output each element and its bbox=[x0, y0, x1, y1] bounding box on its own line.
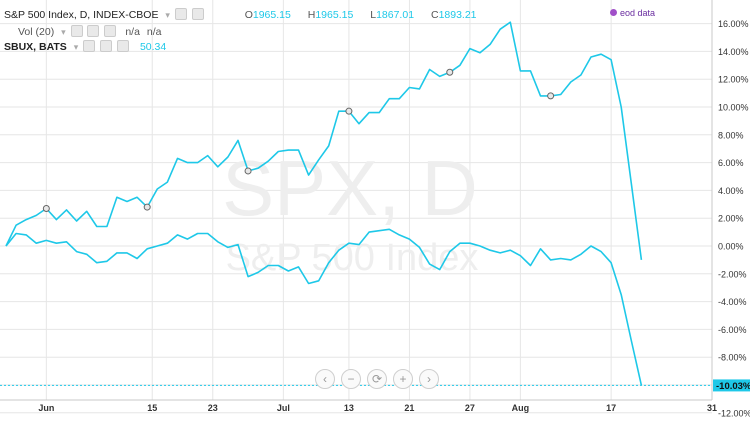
y-tick-label: 8.00% bbox=[718, 130, 744, 140]
watermark: SPX, D S&P 500 Index bbox=[222, 144, 478, 279]
y-tick-label: -12.00% bbox=[718, 408, 750, 418]
chevron-down-icon[interactable]: ▾ bbox=[73, 42, 79, 52]
last-value-tag: -10.03% bbox=[713, 379, 750, 392]
y-tick-label: 10.00% bbox=[718, 103, 749, 113]
hide-icon[interactable] bbox=[87, 25, 100, 37]
y-tick-label: 4.00% bbox=[718, 186, 744, 196]
compare-symbol-label[interactable]: SBUX, BATS bbox=[4, 41, 67, 53]
x-tick-label: 31 bbox=[707, 403, 717, 413]
series-marker bbox=[345, 107, 353, 115]
compare-value: 50.34 bbox=[139, 41, 167, 53]
hide-icon[interactable] bbox=[100, 40, 113, 52]
y-tick-label: 14.00% bbox=[718, 47, 749, 57]
y-tick-label: 16.00% bbox=[718, 19, 749, 29]
series-marker bbox=[446, 68, 454, 76]
x-tick-label: 15 bbox=[147, 403, 157, 413]
scroll-back-button[interactable]: ‹ bbox=[315, 369, 335, 389]
eod-data-label: eod data bbox=[610, 8, 655, 18]
ohlc-low: L1867.01 bbox=[370, 9, 415, 21]
x-tick-label: Jun bbox=[38, 403, 54, 413]
series-marker bbox=[42, 204, 50, 212]
ohlc-high: H1965.15 bbox=[307, 9, 354, 21]
x-tick-label: 21 bbox=[404, 403, 414, 413]
chevron-down-icon[interactable]: ▾ bbox=[61, 27, 66, 37]
y-tick-label: 2.00% bbox=[718, 214, 744, 224]
x-tick-label: 23 bbox=[208, 403, 218, 413]
series-marker bbox=[244, 167, 252, 175]
y-tick-label: 6.00% bbox=[718, 158, 744, 168]
scroll-forward-button[interactable]: › bbox=[419, 369, 439, 389]
volume-legend-row: Vol (20) ▾ n/a n/a bbox=[18, 25, 161, 38]
y-tick-label: -6.00% bbox=[718, 325, 747, 335]
y-axis-ticks: -12.00%-10.00%-8.00%-6.00%-4.00%-2.00%0.… bbox=[718, 19, 750, 418]
y-tick-label: 0.00% bbox=[718, 242, 744, 252]
series-layer bbox=[5, 21, 643, 386]
y-tick-label: -2.00% bbox=[718, 269, 747, 279]
last-value-tag-text: -10.03% bbox=[716, 381, 750, 392]
zoom-out-button[interactable]: − bbox=[341, 369, 361, 389]
hide-icon[interactable] bbox=[191, 8, 204, 20]
main-legend-row: S&P 500 Index, D, INDEX-CBOE ▾ O1965.15 … bbox=[4, 8, 477, 21]
x-tick-label: Aug bbox=[512, 403, 530, 413]
settings-icon[interactable] bbox=[174, 8, 187, 20]
eod-dot-icon bbox=[610, 9, 617, 16]
volume-value-1: n/a bbox=[125, 26, 140, 38]
volume-label[interactable]: Vol (20) bbox=[18, 26, 55, 38]
reset-zoom-button[interactable]: ⟳ bbox=[367, 369, 387, 389]
chevron-down-icon[interactable]: ▾ bbox=[165, 10, 170, 20]
last-value-tag-bg bbox=[713, 379, 750, 392]
x-tick-label: 27 bbox=[465, 403, 475, 413]
close-icon[interactable] bbox=[117, 40, 130, 52]
settings-icon[interactable] bbox=[83, 40, 96, 52]
settings-icon[interactable] bbox=[70, 25, 83, 37]
x-axis-ticks: Jun 15 23 Jul 13 21 27 Aug 17 31 bbox=[38, 403, 717, 413]
ohlc-close: C1893.21 bbox=[430, 9, 477, 21]
x-tick-label: 13 bbox=[344, 403, 354, 413]
series-line-s-p-500-index bbox=[5, 228, 643, 386]
markers-layer bbox=[42, 68, 555, 212]
grid-lines bbox=[0, 0, 713, 414]
series-marker bbox=[143, 203, 151, 211]
compare-legend-row: SBUX, BATS ▾ 50.34 bbox=[4, 40, 166, 53]
volume-value-2: n/a bbox=[146, 26, 162, 38]
y-tick-label: -8.00% bbox=[718, 353, 747, 363]
y-tick-label: -4.00% bbox=[718, 297, 747, 307]
series-marker bbox=[547, 92, 555, 100]
watermark-symbol: SPX, D bbox=[222, 144, 478, 232]
close-icon[interactable] bbox=[104, 25, 117, 37]
x-tick-label: Jul bbox=[277, 403, 290, 413]
ohlc-open: O1965.15 bbox=[244, 9, 291, 21]
zoom-in-button[interactable]: + bbox=[393, 369, 413, 389]
series-line-sbux-bats bbox=[5, 21, 643, 261]
y-tick-label: 12.00% bbox=[718, 75, 749, 85]
x-tick-label: 17 bbox=[606, 403, 616, 413]
main-symbol-title[interactable]: S&P 500 Index, D, INDEX-CBOE bbox=[4, 9, 159, 21]
